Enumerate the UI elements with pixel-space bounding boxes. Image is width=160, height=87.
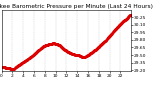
Title: Milwaukee Barometric Pressure per Minute (Last 24 Hours): Milwaukee Barometric Pressure per Minute…	[0, 4, 153, 9]
